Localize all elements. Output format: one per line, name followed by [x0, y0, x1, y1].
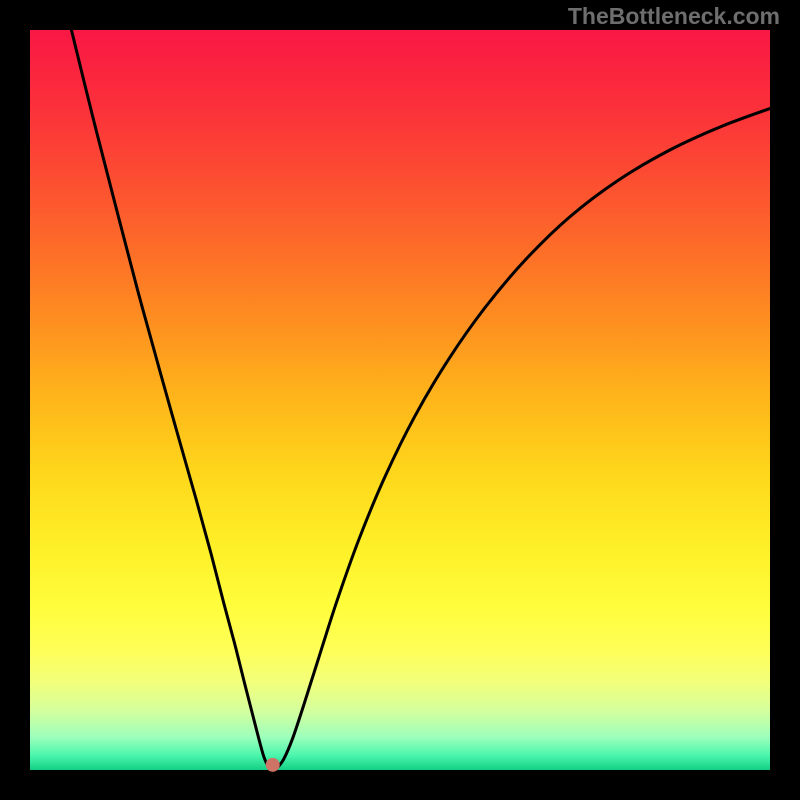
curve-layer [30, 30, 770, 770]
attribution-text: TheBottleneck.com [568, 3, 780, 30]
chart-frame: TheBottleneck.com [0, 0, 800, 800]
bottleneck-curve [71, 30, 772, 770]
vertex-marker [266, 758, 280, 772]
plot-area [30, 30, 770, 770]
